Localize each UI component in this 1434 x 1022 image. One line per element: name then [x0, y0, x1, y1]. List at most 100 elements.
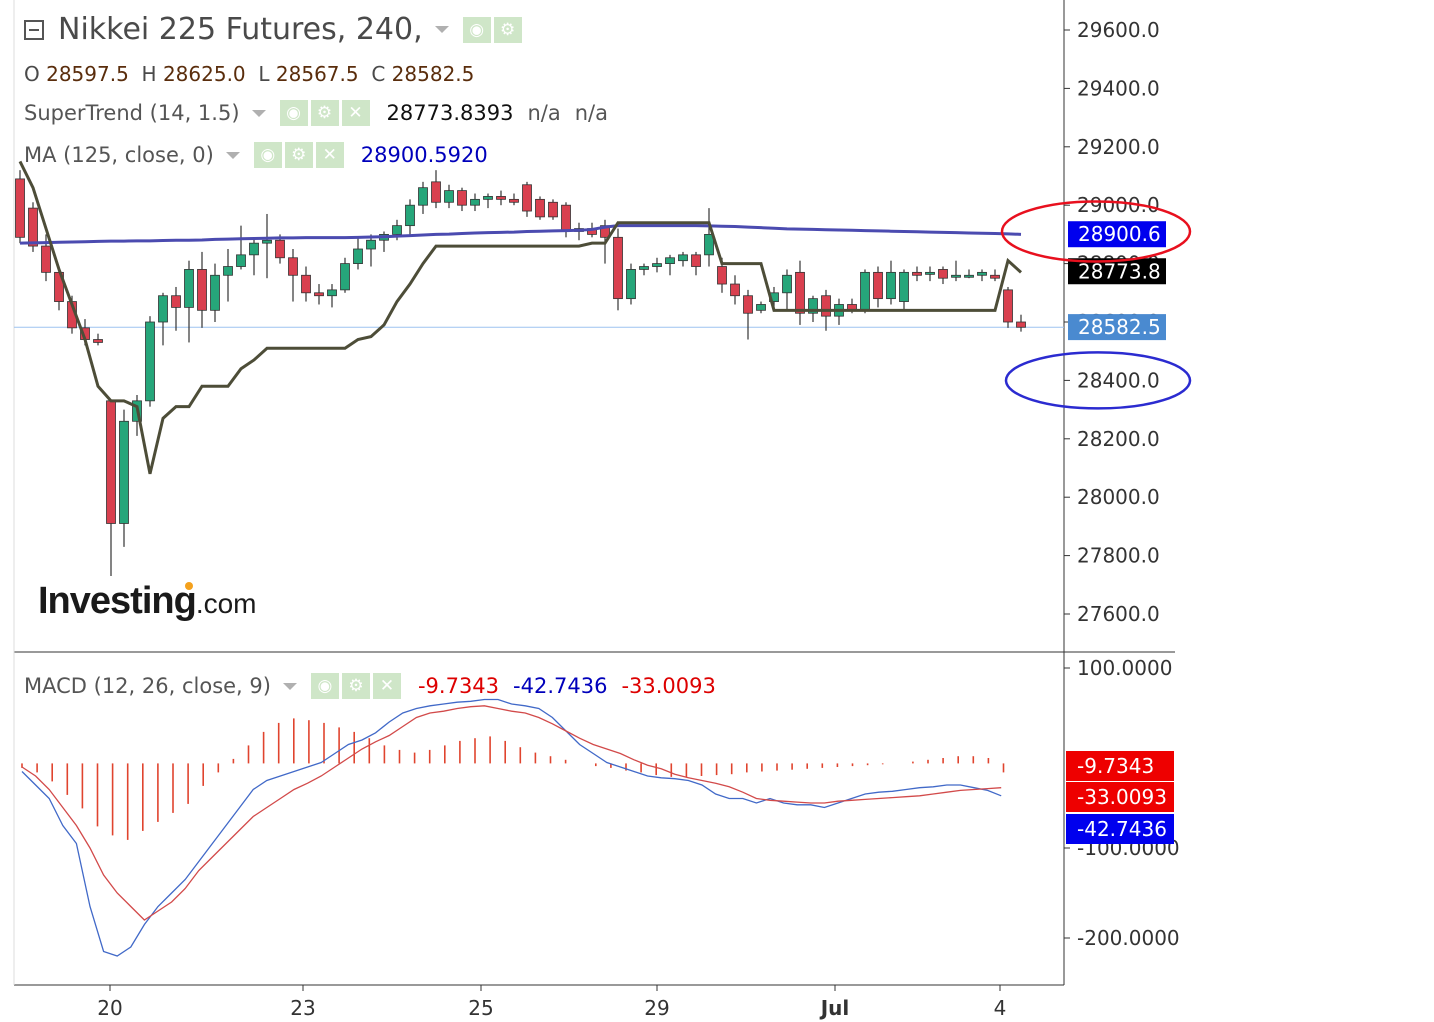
candle-body [119, 420, 129, 524]
price-badge-label: 28900.6 [1078, 222, 1161, 246]
candle-body [808, 298, 818, 314]
gear-icon[interactable]: ⚙ [284, 142, 313, 168]
candle-body [158, 295, 168, 323]
candle-body [639, 266, 649, 270]
annotation-ellipse-blue [1004, 351, 1192, 410]
price-tick-label: 29600.0 [1077, 18, 1160, 42]
candle-body [964, 274, 974, 278]
candle-body [626, 269, 636, 300]
candle-body [366, 239, 376, 250]
candle-body [860, 271, 870, 311]
logo-suffix: .com [195, 588, 257, 619]
eye-icon[interactable]: ◉ [310, 673, 339, 699]
symbol-header[interactable]: Nikkei 225 Futures, 240, ◉ ⚙ [24, 12, 525, 47]
candle-body [1016, 321, 1026, 328]
chevron-down-icon[interactable] [282, 682, 297, 690]
chevron-down-icon[interactable] [225, 151, 240, 159]
close-icon[interactable]: ✕ [341, 100, 370, 126]
candle-body [951, 274, 961, 278]
time-tick-label: 29 [644, 996, 669, 1020]
price-tick-label: 28400.0 [1077, 368, 1160, 392]
close-icon[interactable]: ✕ [372, 673, 401, 699]
gear-icon[interactable]: ⚙ [310, 100, 339, 126]
eye-icon[interactable]: ◉ [462, 16, 491, 43]
supertrend-extra-1: n/a [527, 101, 561, 125]
candle-body [314, 292, 324, 297]
macd-legend[interactable]: MACD (12, 26, close, 9) ◉ ⚙ ✕ -9.7343 -4… [24, 673, 716, 699]
price-tick-label: 27600.0 [1077, 602, 1160, 626]
supertrend-line [18, 160, 1023, 475]
candle-body [873, 271, 883, 300]
ohlc-high: 28625.0 [162, 62, 246, 86]
candle-body [743, 295, 753, 314]
candle-body [483, 196, 493, 200]
supertrend-value: 28773.8393 [386, 101, 514, 125]
ohlc-close-key: C [371, 62, 386, 86]
supertrend-legend[interactable]: SuperTrend (14, 1.5) ◉ ⚙ ✕ 28773.8393 n/… [24, 100, 608, 126]
candle-body [912, 271, 922, 276]
candle-body [925, 271, 935, 275]
candle-body [327, 289, 337, 297]
macd-histogram-group [21, 718, 1005, 840]
supertrend-label: SuperTrend (14, 1.5) [24, 101, 240, 125]
candle-body [470, 198, 480, 206]
ma-legend[interactable]: MA (125, close, 0) ◉ ⚙ ✕ 28900.5920 [24, 142, 488, 168]
price-tick-label: 28000.0 [1077, 485, 1160, 509]
candle-body [756, 304, 766, 311]
logo-dot [185, 582, 193, 590]
price-tick-label: 29400.0 [1077, 76, 1160, 100]
candle-body [613, 236, 623, 300]
macd-label: MACD (12, 26, close, 9) [24, 674, 271, 698]
ohlc-readout: O 28597.5 H 28625.0 L 28567.5 C 28582.5 [24, 62, 474, 86]
chevron-down-icon[interactable] [251, 109, 266, 117]
symbol-title: Nikkei 225 Futures, 240, [58, 12, 423, 47]
gear-icon[interactable]: ⚙ [341, 673, 370, 699]
candle-body [886, 271, 896, 300]
eye-icon[interactable]: ◉ [279, 100, 308, 126]
price-badge-label: 28582.5 [1078, 315, 1161, 339]
macd-badge [1066, 782, 1174, 812]
candle-body [990, 274, 1000, 279]
candle-body [821, 295, 831, 317]
logo-main: Investing [38, 580, 197, 622]
eye-icon[interactable]: ◉ [253, 142, 282, 168]
gear-icon[interactable]: ⚙ [493, 16, 522, 43]
time-tick-label: 23 [290, 996, 315, 1020]
candle-body [392, 225, 402, 235]
candle-body [41, 245, 51, 273]
ma-label: MA (125, close, 0) [24, 143, 214, 167]
candle-body [184, 269, 194, 308]
ohlc-low: 28567.5 [275, 62, 359, 86]
candle-body [106, 400, 116, 524]
candle-body [262, 239, 272, 244]
candle-body [275, 239, 285, 259]
time-tick-label: 25 [468, 996, 493, 1020]
candle-body [15, 178, 25, 238]
chevron-down-icon[interactable] [434, 26, 449, 33]
macd-line-value: -42.7436 [513, 674, 608, 698]
macd-badge-label: -9.7343 [1077, 754, 1154, 778]
investing-logo: Investing.com [38, 580, 257, 623]
candle-body [197, 269, 207, 311]
candle-body [171, 295, 181, 308]
collapse-icon[interactable] [24, 19, 44, 40]
annotation-ellipse-red [1000, 200, 1192, 263]
candle-body [678, 254, 688, 262]
candle-body [795, 271, 805, 314]
candle-body [730, 283, 740, 297]
candle-body [93, 339, 103, 343]
macd-signal-line [21, 705, 1002, 921]
candle-body [145, 321, 155, 402]
candle-body [418, 187, 428, 206]
candle-body [431, 181, 441, 203]
ohlc-low-key: L [258, 62, 270, 86]
candle-body [28, 207, 38, 247]
time-tick-label: 4 [994, 996, 1007, 1020]
candles-group [15, 170, 1026, 577]
close-icon[interactable]: ✕ [315, 142, 344, 168]
candle-body [353, 248, 363, 265]
macd-hist-value: -9.7343 [417, 674, 500, 698]
candle-body [444, 190, 454, 203]
candle-body [210, 274, 220, 311]
